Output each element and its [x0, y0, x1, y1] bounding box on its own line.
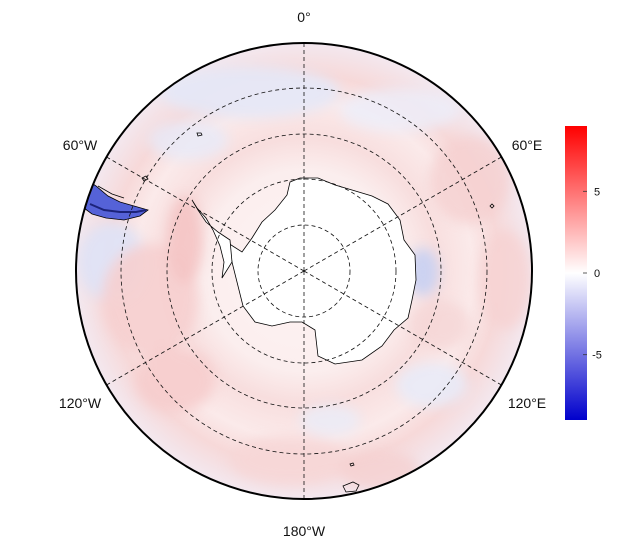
antarctic-peninsula — [191, 199, 233, 279]
colorbar-tick-label: 0 — [594, 268, 600, 280]
longitude-label-lower-left: 120°W — [59, 395, 102, 411]
latitude-circle — [211, 178, 397, 364]
colorbar-gradient — [565, 126, 587, 420]
longitude-label-lower-right: 120°E — [508, 395, 546, 411]
longitude-label-top: 0° — [297, 9, 310, 25]
colorbar-tick-label: -5 — [592, 350, 602, 362]
colorbar: 5 0 -5 — [565, 126, 602, 420]
map-boundary — [75, 42, 533, 500]
longitude-label-bottom: 180°W — [283, 523, 326, 539]
longitude-labels: 0° 60°W 60°E 120°W 120°E 180°W — [59, 9, 546, 539]
colorbar-tick-label: 5 — [594, 186, 600, 198]
antarctica-landmass — [227, 177, 417, 365]
graticule — [106, 43, 502, 499]
meridian-line — [303, 156, 502, 272]
meridian-line — [303, 270, 502, 386]
longitude-label-upper-right: 60°E — [512, 137, 543, 153]
meridian-line — [106, 156, 305, 272]
longitude-label-upper-left: 60°W — [63, 137, 98, 153]
meridian-line — [106, 270, 305, 386]
